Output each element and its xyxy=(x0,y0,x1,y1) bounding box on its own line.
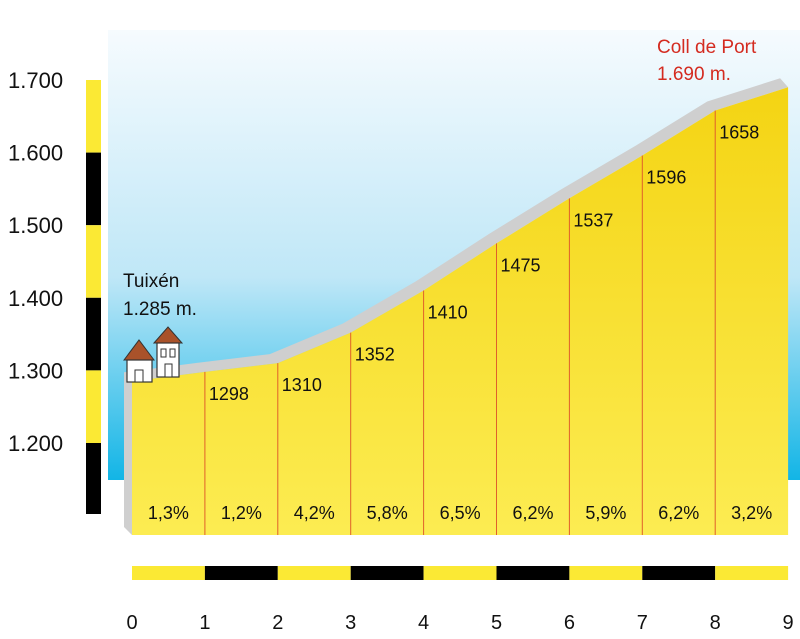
km-altitude-label: 1310 xyxy=(282,375,322,395)
distance-tick-label: 2 xyxy=(272,612,283,634)
distance-tick-label: 5 xyxy=(491,612,502,634)
segment-gradient-label: 3,2% xyxy=(731,503,772,523)
distance-scale-block xyxy=(642,566,716,580)
segment-gradient-label: 5,8% xyxy=(367,503,408,523)
altitude-labels: 1298 1310 1352 1410 1475 1537 1596 1658 xyxy=(209,123,759,404)
distance-scale-block xyxy=(423,566,497,580)
km-altitude-label: 1658 xyxy=(719,123,759,143)
altitude-scale-block xyxy=(86,370,101,443)
altitude-tick-label: 1.200 xyxy=(8,431,63,456)
km-altitude-label: 1475 xyxy=(501,255,541,275)
distance-scale-block xyxy=(277,566,351,580)
segment-gradient-label: 1,2% xyxy=(221,503,262,523)
km-altitude-label: 1537 xyxy=(573,210,613,230)
segment-gradient-label: 5,9% xyxy=(585,503,626,523)
distance-tick-label: 0 xyxy=(126,612,137,634)
altitude-tick-label: 1.700 xyxy=(8,68,63,93)
summit-altitude: 1.690 m. xyxy=(657,64,731,85)
distance-scale-block xyxy=(569,566,643,580)
kilometer-divider-lines xyxy=(204,110,716,535)
distance-tick-label: 6 xyxy=(564,612,575,634)
distance-scale-block xyxy=(204,566,278,580)
segment-gradient-label: 6,2% xyxy=(658,503,699,523)
segment-gradient-label: 6,5% xyxy=(440,503,481,523)
distance-scale-block xyxy=(132,566,205,580)
km-altitude-label: 1410 xyxy=(428,303,468,323)
distance-scale-block xyxy=(350,566,424,580)
km-altitude-label: 1596 xyxy=(646,168,686,188)
village-icon xyxy=(123,326,184,383)
distance-scale-block xyxy=(496,566,570,580)
segment-gradient-label: 1,3% xyxy=(148,503,189,523)
altitude-tick-labels: 1.200 1.300 1.400 1.500 1.600 1.700 xyxy=(8,68,63,456)
distance-tick-label: 9 xyxy=(783,612,794,634)
km-altitude-label: 1298 xyxy=(209,384,249,404)
altitude-tick-label: 1.500 xyxy=(8,213,63,238)
start-village-name: Tuixén xyxy=(123,271,179,292)
altitude-scale-bar xyxy=(86,80,101,514)
distance-tick-label: 7 xyxy=(637,612,648,634)
segment-gradient-label: 4,2% xyxy=(294,503,335,523)
distance-tick-label: 1 xyxy=(199,612,210,634)
distance-tick-label: 3 xyxy=(345,612,356,634)
elevation-profile-area xyxy=(132,87,789,536)
altitude-tick-label: 1.300 xyxy=(8,358,63,383)
altitude-scale-block xyxy=(86,297,101,371)
altitude-scale-block xyxy=(86,152,101,226)
summit-name: Coll de Port xyxy=(657,37,757,58)
km-altitude-label: 1352 xyxy=(355,345,395,365)
altitude-scale-block xyxy=(86,443,101,514)
distance-scale-bar xyxy=(132,566,789,580)
distance-scale-block xyxy=(715,566,789,580)
distance-tick-label: 4 xyxy=(418,612,429,634)
altitude-tick-label: 1.600 xyxy=(8,141,63,166)
altitude-scale-block xyxy=(86,80,101,153)
altitude-tick-label: 1.400 xyxy=(8,286,63,311)
start-village-altitude: 1.285 m. xyxy=(123,299,197,320)
altitude-scale-block xyxy=(86,225,101,298)
segment-gradient-label: 6,2% xyxy=(512,503,553,523)
distance-tick-label: 8 xyxy=(710,612,721,634)
gradient-labels: 1,3% 1,2% 4,2% 5,8% 6,5% 6,2% 5,9% 6,2% 3,2% xyxy=(148,503,772,523)
distance-tick-labels: 0 1 2 3 4 5 6 7 8 9 xyxy=(126,612,793,634)
